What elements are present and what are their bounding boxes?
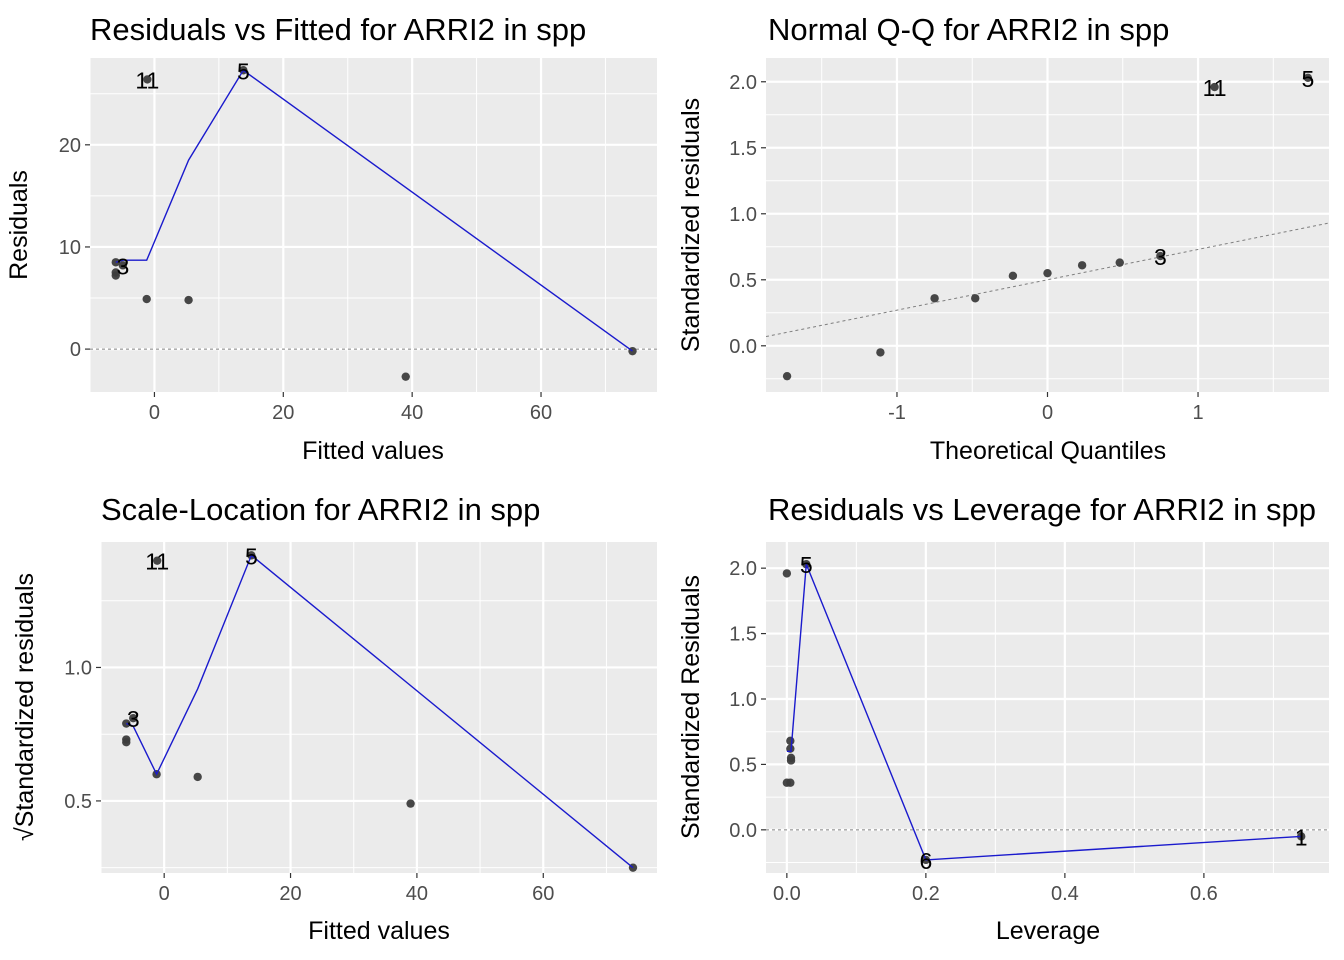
panel-sl: 11 5 3 0 20 40 60 0.5 1.0 Scale-Location for ARRI… <box>11 492 657 945</box>
y-tick-label: 1.5 <box>729 138 757 160</box>
x-tick-label: -1 <box>888 402 906 424</box>
data-point <box>153 556 162 565</box>
data-point <box>876 348 885 357</box>
point-label: 3 <box>1154 244 1167 270</box>
data-point <box>786 756 796 765</box>
point-label: 1 <box>1295 824 1308 850</box>
data-point <box>1008 271 1018 281</box>
point-label: 6 <box>919 848 932 874</box>
x-tick-label: 20 <box>279 883 301 905</box>
point-label: 5 <box>1302 66 1315 92</box>
chart-title: Normal Q-Q for ARRI2 in spp <box>768 12 1169 47</box>
point-label: 5 <box>237 58 250 84</box>
data-point <box>971 294 980 303</box>
panel-background <box>90 58 657 392</box>
chart-title: Residuals vs Fitted for ARRI2 in spp <box>90 12 586 47</box>
panel-contents <box>122 551 638 872</box>
data-point <box>401 372 410 381</box>
data-point <box>118 261 128 270</box>
y-axis-title: √Standardized residuals <box>11 573 39 841</box>
data-point <box>930 294 939 303</box>
data-point <box>129 713 138 723</box>
panel-contents <box>90 66 657 381</box>
data-point <box>1156 251 1165 261</box>
x-axis-title: Leverage <box>996 917 1100 945</box>
panel-contents <box>766 73 1329 381</box>
x-tick-label: 0 <box>159 883 170 905</box>
x-tick-label: 0.0 <box>773 883 801 905</box>
data-point <box>122 738 131 747</box>
x-tick-label: 60 <box>530 402 552 424</box>
x-tick-label: 20 <box>272 402 294 424</box>
panel-rvf: 11 5 3 0 20 40 60 0 10 20 Residuals vs Fitted for … <box>5 12 657 465</box>
data-point <box>143 75 152 84</box>
chart-title: Scale-Location for ARRI2 in spp <box>101 492 540 527</box>
x-tick-label: 0.4 <box>1051 883 1079 905</box>
x-tick-label: 0 <box>149 402 160 424</box>
x-axis-title: Theoretical Quantiles <box>930 437 1166 465</box>
point-label: 11 <box>135 67 159 93</box>
y-tick-label: 0 <box>70 339 81 361</box>
data-point <box>184 295 193 305</box>
x-tick-label: 40 <box>406 883 428 905</box>
data-point <box>786 778 795 787</box>
smooth-line <box>126 554 634 869</box>
x-tick-label: 1 <box>1192 402 1203 424</box>
y-tick-label: 1.5 <box>729 624 757 646</box>
point-label: 11 <box>1203 75 1227 101</box>
y-tick-label: 1.0 <box>729 204 757 226</box>
data-point <box>1303 73 1313 83</box>
panel-qq: 3 11 5 -1 0 1 0.0 0.5 1.0 1.5 2.0 Normal Q-Q for AR… <box>677 12 1329 465</box>
data-point <box>1043 268 1052 278</box>
y-tick-label: 0.5 <box>64 791 92 813</box>
point-label: 5 <box>800 552 813 578</box>
x-tick-label: 0.2 <box>912 883 940 905</box>
y-tick-label: 1.0 <box>64 657 92 679</box>
x-tick-label: 0.6 <box>1190 883 1218 905</box>
data-point <box>111 258 120 267</box>
point-label: 3 <box>127 706 140 732</box>
data-point <box>1210 82 1219 92</box>
x-tick-label: 60 <box>532 883 554 905</box>
panel-contents <box>766 560 1329 865</box>
point-label: 3 <box>116 253 129 279</box>
y-tick-label: 20 <box>59 135 81 157</box>
chart-title: Residuals vs Leverage for ARRI2 in spp <box>768 492 1316 527</box>
panel-background <box>101 542 657 873</box>
data-point <box>782 569 792 578</box>
smooth-line <box>115 69 633 352</box>
data-point <box>193 772 202 782</box>
point-label: 5 <box>245 543 258 569</box>
data-point <box>122 719 131 728</box>
smooth-line <box>786 563 1302 861</box>
point-label: 11 <box>145 549 169 575</box>
y-tick-label: 2.0 <box>729 558 757 580</box>
x-tick-label: 40 <box>401 402 423 424</box>
y-tick-label: 0.0 <box>729 336 757 358</box>
y-tick-label: 0.0 <box>729 820 757 842</box>
x-tick-label: 0 <box>1042 402 1053 424</box>
x-axis-title: Fitted values <box>308 917 450 945</box>
y-tick-label: 2.0 <box>729 72 757 94</box>
y-tick-label: 10 <box>59 237 81 259</box>
y-axis-title: Standardized residuals <box>677 98 705 352</box>
y-tick-label: 0.5 <box>729 754 757 776</box>
x-axis-title: Fitted values <box>302 437 444 465</box>
data-point <box>1077 261 1087 270</box>
panel-background <box>766 542 1329 873</box>
data-point <box>142 294 151 304</box>
data-point <box>786 736 795 746</box>
y-tick-label: 0.5 <box>729 270 757 292</box>
data-point <box>111 268 120 277</box>
data-point <box>782 371 792 381</box>
y-axis-title: Standardized Residuals <box>677 575 705 839</box>
y-axis-title: Residuals <box>5 170 33 280</box>
y-tick-label: 1.0 <box>729 689 757 711</box>
data-point <box>406 799 415 808</box>
data-point <box>1115 258 1124 267</box>
panel-rvl: 5 6 1 0.0 0.2 0.4 0.6 0.0 0.5 1.0 1.5 2.0 Residuals … <box>677 492 1329 945</box>
